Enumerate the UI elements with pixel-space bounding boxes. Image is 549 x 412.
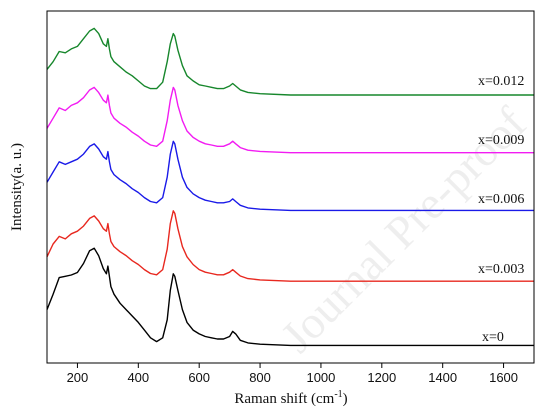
series-line-1 [46,210,534,282]
y-axis-label: Intensity(a. u.) [9,143,25,231]
series-line-0 [46,247,534,347]
x-axis-label-main: Raman shift (cm [234,391,334,407]
x-axis-ticks: 200 400 600 800 1000 1200 1400 1600 [67,363,518,385]
x-axis-label-sup: -1 [334,389,342,400]
x-tick-label-0: 200 [67,370,89,385]
series-line-2 [46,140,534,212]
x-axis-label: Raman shift (cm-1) [234,389,347,407]
x-tick-label-1: 400 [127,370,149,385]
series-group [46,27,534,347]
series-label-3: x=0.009 [478,133,524,148]
series-label-2: x=0.006 [478,192,524,207]
x-tick-label-2: 600 [188,370,210,385]
series-label-1: x=0.003 [478,262,524,277]
series-line-4 [46,27,534,96]
plot-frame [46,10,535,364]
x-tick-label-7: 1600 [489,370,518,385]
x-tick-label-3: 800 [249,370,271,385]
x-tick-label-4: 1000 [306,370,335,385]
x-axis-label-end: ) [343,391,348,407]
series-label-4: x=0.012 [478,74,524,89]
x-tick-label-6: 1400 [428,370,457,385]
x-tick-label-5: 1200 [367,370,396,385]
series-labels: x=0 x=0.003 x=0.006 x=0.009 x=0.012 [478,74,524,345]
series-label-0: x=0 [482,330,504,345]
series-line-3 [46,86,534,154]
